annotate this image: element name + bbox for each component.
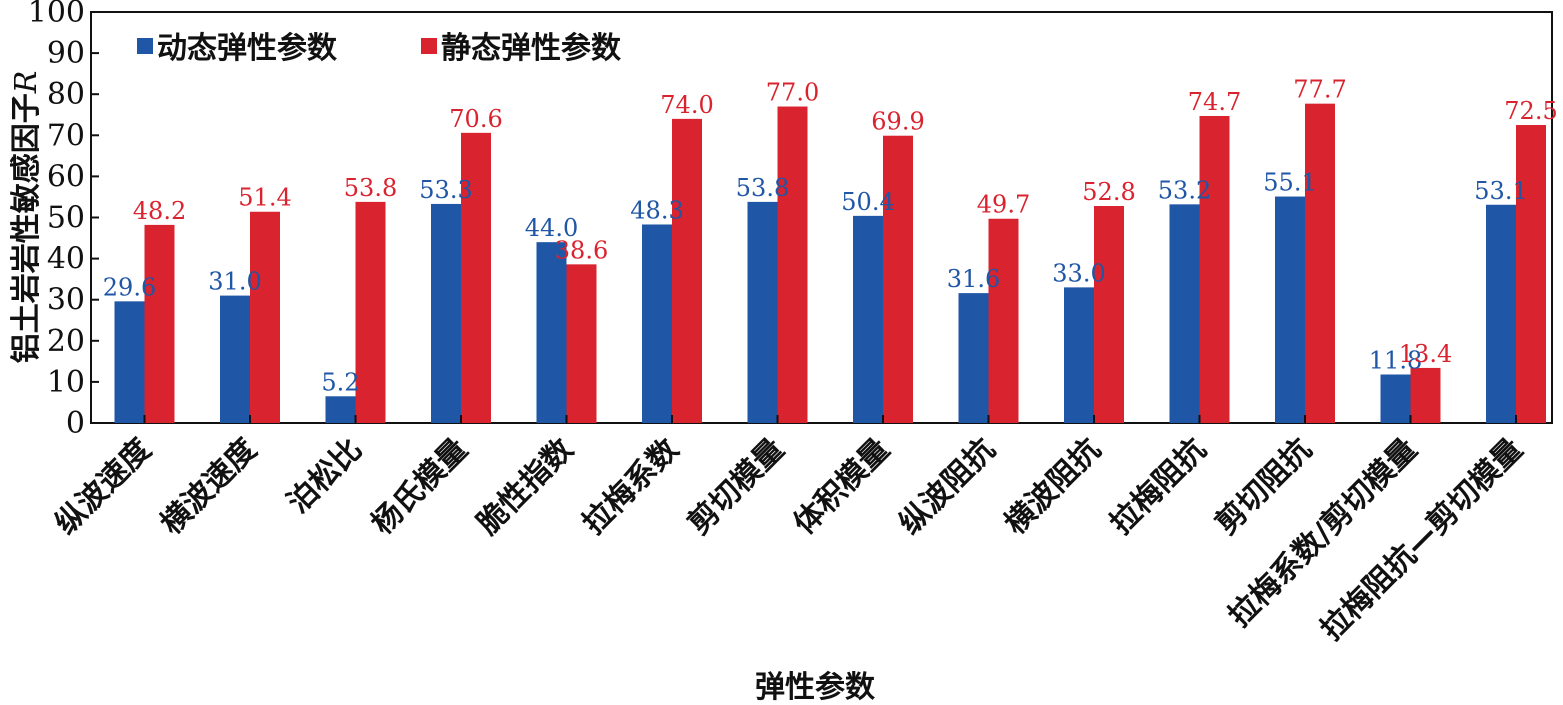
bar-static — [883, 135, 913, 423]
y-axis-title: 铝土岩岩性敏感因子R — [9, 71, 44, 364]
legend-label-dynamic: 动态弹性参数 — [157, 31, 338, 66]
legend-swatch-static — [421, 38, 437, 54]
data-label-dynamic: 53.1 — [1474, 177, 1527, 205]
y-axis: 0 10 20 30 40 50 60 70 80 90 100 — [28, 0, 99, 441]
x-category-label: 纵波阻抗 — [893, 432, 1003, 542]
x-axis-title: 弹性参数 — [755, 670, 876, 705]
x-category-label: 拉梅系数 — [576, 431, 686, 541]
y-tick-label: 40 — [47, 242, 85, 277]
bar-dynamic — [853, 215, 883, 423]
x-category-label: 剪切模量 — [682, 432, 792, 542]
x-category-label: 脆性指数 — [470, 431, 581, 542]
bar-dynamic — [431, 203, 461, 423]
data-label-dynamic: 44.0 — [525, 214, 578, 242]
bar-static — [1199, 115, 1230, 423]
bar-dynamic — [220, 295, 250, 423]
data-label-static: 38.6 — [555, 236, 608, 264]
bar-dynamic — [1169, 204, 1200, 423]
bars — [114, 103, 1546, 424]
data-label-dynamic: 53.3 — [419, 176, 472, 204]
bar-dynamic — [1486, 204, 1516, 423]
legend-label-static: 静态弹性参数 — [441, 31, 622, 66]
bar-dynamic — [325, 396, 356, 423]
data-label-static: 72.5 — [1504, 97, 1557, 125]
bar-dynamic — [958, 293, 989, 423]
data-label-dynamic: 33.0 — [1052, 259, 1105, 287]
bar-static — [777, 106, 808, 423]
x-category-label: 横波阻抗 — [998, 432, 1108, 542]
bar-dynamic — [536, 242, 567, 423]
bar-dynamic — [1380, 374, 1411, 423]
bar-dynamic — [747, 201, 778, 423]
y-tick-label: 20 — [47, 324, 85, 359]
data-label-static: 13.4 — [1399, 340, 1452, 368]
y-tick-label: 80 — [47, 77, 85, 112]
data-label-dynamic: 5.2 — [321, 368, 359, 396]
data-label-static: 77.7 — [1293, 76, 1346, 104]
data-label-dynamic: 31.6 — [947, 265, 1000, 293]
y-tick-label: 0 — [66, 406, 85, 441]
bar-dynamic — [1064, 287, 1094, 423]
data-label-dynamic: 29.6 — [103, 273, 156, 301]
data-label-static: 52.8 — [1082, 178, 1135, 206]
data-label-static: 77.0 — [766, 79, 819, 107]
data-label-dynamic: 53.2 — [1158, 176, 1211, 204]
data-label-static: 49.7 — [977, 191, 1030, 219]
bar-dynamic — [114, 301, 145, 423]
x-category-label: 体积模量 — [787, 432, 897, 542]
bar-static — [1094, 205, 1124, 423]
data-label-dynamic: 53.8 — [736, 174, 789, 202]
bar-static — [672, 118, 702, 424]
x-category-label: 泊松比 — [281, 432, 369, 520]
x-category-label: 拉梅系数/剪切模量 — [1222, 432, 1424, 634]
x-category-label: 拉梅阻抗 — [1104, 432, 1214, 542]
bar-static — [144, 224, 175, 423]
data-label-static: 51.4 — [238, 184, 291, 212]
bar-static — [1305, 103, 1335, 423]
y-tick-label: 100 — [28, 0, 85, 30]
x-category-label: 剪切阻抗 — [1209, 432, 1319, 542]
bar-dynamic — [642, 224, 672, 423]
bar-static — [1516, 125, 1546, 424]
x-category-label: 杨氏模量 — [365, 432, 475, 542]
y-tick-label: 70 — [47, 118, 85, 153]
data-label-dynamic: 50.4 — [841, 188, 894, 216]
data-label-dynamic: 48.3 — [630, 196, 683, 224]
y-tick-label: 60 — [47, 159, 85, 194]
data-label-static: 74.0 — [660, 91, 713, 119]
data-label-static: 53.8 — [344, 174, 397, 202]
bar-static — [566, 264, 597, 423]
legend: 动态弹性参数 静态弹性参数 — [137, 31, 622, 66]
bar-static — [355, 201, 386, 423]
data-label-static: 70.6 — [449, 105, 502, 133]
data-label-static: 48.2 — [133, 197, 186, 225]
legend-swatch-dynamic — [137, 38, 153, 54]
bar-dynamic — [1275, 196, 1305, 423]
data-labels: 29.6 31.0 5.2 53.3 44.0 48.3 53.8 50.4 31.6 33.0 5… — [103, 76, 1558, 397]
x-category-label: 纵波速度 — [49, 432, 159, 542]
data-label-dynamic: 31.0 — [208, 268, 261, 296]
y-tick-label: 10 — [47, 365, 85, 400]
data-label-dynamic: 11.8 — [1369, 347, 1422, 375]
y-tick-label: 50 — [47, 201, 85, 236]
x-category-label: 拉梅阻抗—剪切模量 — [1314, 432, 1530, 648]
data-label-static: 69.9 — [871, 108, 924, 136]
bar-static — [250, 211, 280, 423]
x-category-label: 横波速度 — [154, 432, 264, 542]
bar-static — [461, 132, 491, 424]
data-label-static: 74.7 — [1188, 88, 1241, 116]
bar-static — [1410, 367, 1441, 423]
data-label-dynamic: 55.1 — [1263, 169, 1316, 197]
y-tick-label: 90 — [47, 36, 85, 71]
y-tick-label: 30 — [47, 283, 85, 318]
bar-static — [988, 218, 1019, 423]
